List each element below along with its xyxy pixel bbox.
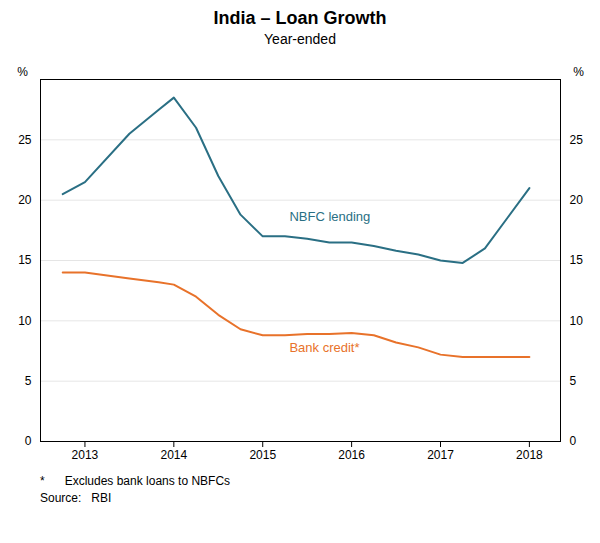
- svg-text:5: 5: [570, 374, 577, 388]
- html-text:India – Loan Growth: India – Loan Growth: [213, 8, 387, 28]
- svg-text:2016: 2016: [338, 448, 365, 462]
- svg-text:%: %: [17, 65, 28, 79]
- html-text:Year-ended: Year-ended: [264, 31, 336, 47]
- svg-text:2014: 2014: [160, 448, 187, 462]
- svg-text:0: 0: [25, 434, 32, 448]
- svg-text:15: 15: [18, 253, 32, 267]
- html-text:Source: RBI: Source: RBI: [40, 491, 112, 505]
- svg-text:20: 20: [18, 193, 32, 207]
- svg-text:NBFC lending: NBFC lending: [289, 209, 370, 224]
- svg-text:20: 20: [570, 193, 584, 207]
- svg-text:25: 25: [18, 133, 32, 147]
- svg-text:2013: 2013: [72, 448, 99, 462]
- svg-text:2015: 2015: [249, 448, 276, 462]
- svg-text:0: 0: [570, 434, 577, 448]
- svg-text:15: 15: [570, 253, 584, 267]
- svg-text:Bank credit*: Bank credit*: [289, 340, 359, 355]
- svg-text:2017: 2017: [427, 448, 454, 462]
- svg-text:%: %: [573, 65, 584, 79]
- svg-text:10: 10: [18, 314, 32, 328]
- svg-text:2018: 2018: [516, 448, 543, 462]
- svg-text:5: 5: [25, 374, 32, 388]
- html-text:* Excludes bank loans to NBFCs: * Excludes bank loans to NBFCs: [40, 474, 231, 488]
- svg-text:25: 25: [570, 133, 584, 147]
- svg-text:10: 10: [570, 314, 584, 328]
